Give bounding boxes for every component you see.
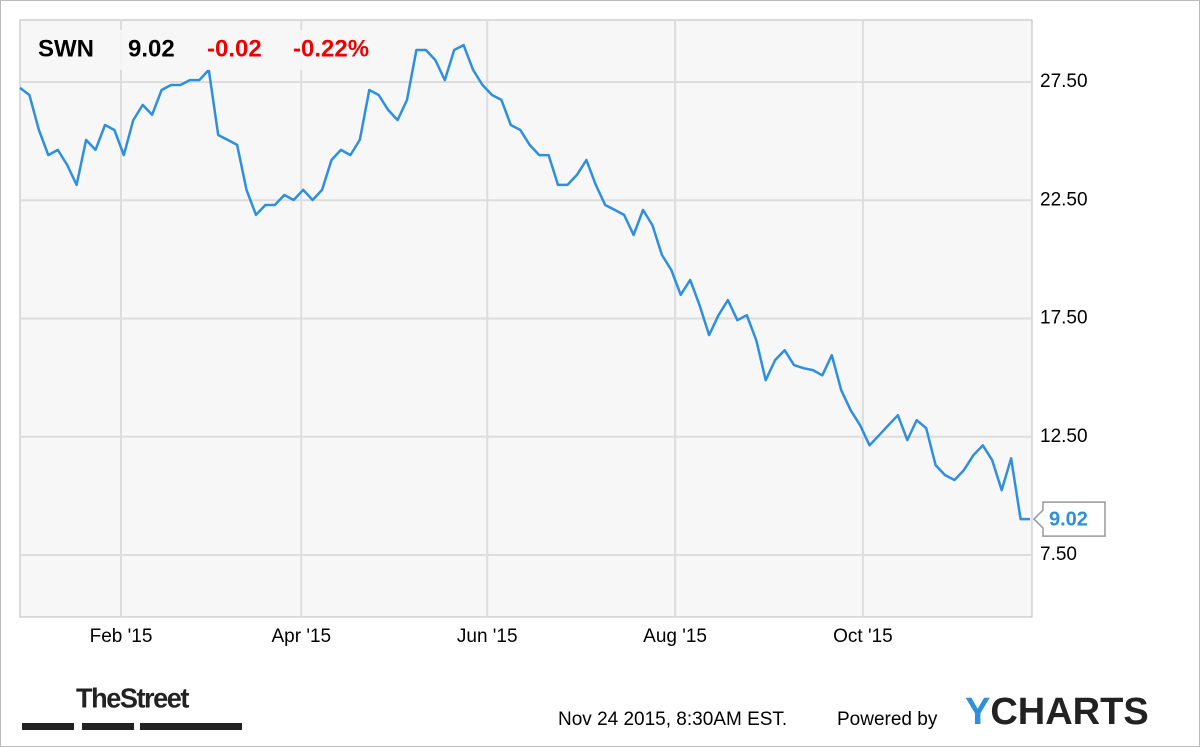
logo-bar bbox=[140, 723, 192, 730]
header: SWN 9.02 -0.02 -0.22% bbox=[26, 30, 390, 70]
ticker: SWN bbox=[38, 35, 94, 62]
logo-bar bbox=[188, 723, 242, 730]
change: -0.02 bbox=[207, 35, 262, 62]
logo-bar bbox=[82, 723, 134, 730]
y-tick-label: 7.50 bbox=[1040, 544, 1077, 565]
x-tick-label: Oct '15 bbox=[833, 626, 893, 647]
source-logo: TheStreet bbox=[22, 682, 242, 730]
last-value-label: 9.02 bbox=[1049, 508, 1088, 530]
logo-rest: CHARTS bbox=[990, 691, 1148, 733]
x-tick-label: Feb '15 bbox=[90, 626, 153, 647]
x-tick-label: Aug '15 bbox=[643, 626, 707, 647]
price: 9.02 bbox=[128, 35, 175, 62]
price-line bbox=[19, 43, 1030, 521]
ycharts-logo: YCHARTS bbox=[965, 691, 1149, 733]
y-tick-label: 27.50 bbox=[1040, 71, 1088, 92]
timestamp: Nov 24 2015, 8:30AM EST. bbox=[558, 709, 787, 730]
y-tick-label: 22.50 bbox=[1040, 189, 1088, 210]
logo-y: Y bbox=[965, 691, 990, 733]
x-tick-label: Jun '15 bbox=[457, 626, 518, 647]
change-pct: -0.22% bbox=[293, 35, 369, 62]
x-tick-label: Apr '15 bbox=[271, 626, 331, 647]
powered-by: Powered by bbox=[837, 709, 938, 730]
source-logo-text: TheStreet bbox=[76, 682, 189, 713]
y-tick-label: 17.50 bbox=[1040, 308, 1088, 329]
last-value-box bbox=[1032, 501, 1106, 537]
header-bg bbox=[26, 30, 390, 70]
marks bbox=[19, 43, 1030, 521]
logo-bar bbox=[22, 723, 74, 730]
y-tick-label: 12.50 bbox=[1040, 426, 1088, 447]
